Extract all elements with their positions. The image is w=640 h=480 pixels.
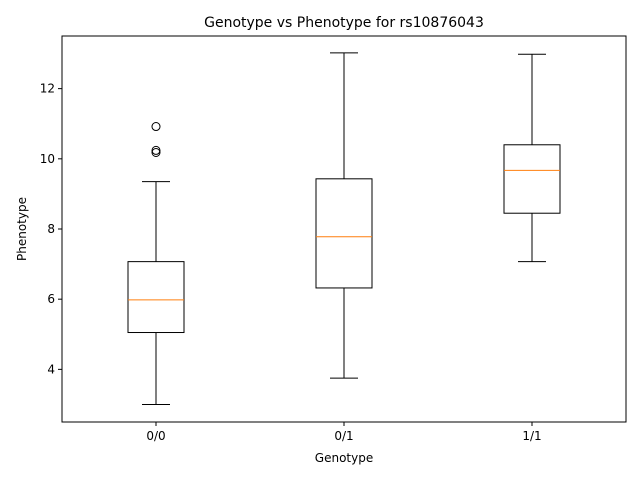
- y-axis-label: Phenotype: [15, 197, 29, 261]
- plot-area: [127, 52, 561, 405]
- y-tick-label-10: 10: [40, 152, 55, 166]
- y-tick-label-12: 12: [40, 82, 55, 96]
- y-tick-label-4: 4: [47, 362, 55, 376]
- y-tick-label-6: 6: [47, 292, 55, 306]
- chart-title: Genotype vs Phenotype for rs10876043: [204, 15, 484, 31]
- iqr-box: [315, 178, 373, 289]
- outlier-point: [151, 148, 161, 158]
- box-0/1: [315, 52, 373, 379]
- y-tick-label-8: 8: [47, 222, 55, 236]
- x-tick-label-1/1: 1/1: [522, 429, 541, 443]
- x-axis-label: Genotype: [315, 451, 373, 465]
- x-axis: 0/0 0/1 1/1: [146, 422, 542, 443]
- outlier-point: [151, 122, 161, 132]
- box-0/0: [127, 122, 185, 405]
- y-axis: 4 6 8 10 12: [40, 82, 62, 376]
- outlier-point: [151, 145, 161, 155]
- iqr-box: [503, 144, 561, 214]
- iqr-box: [127, 261, 185, 334]
- x-tick-label-0/1: 0/1: [334, 429, 353, 443]
- box-1/1: [503, 53, 561, 263]
- x-tick-label-0/0: 0/0: [146, 429, 165, 443]
